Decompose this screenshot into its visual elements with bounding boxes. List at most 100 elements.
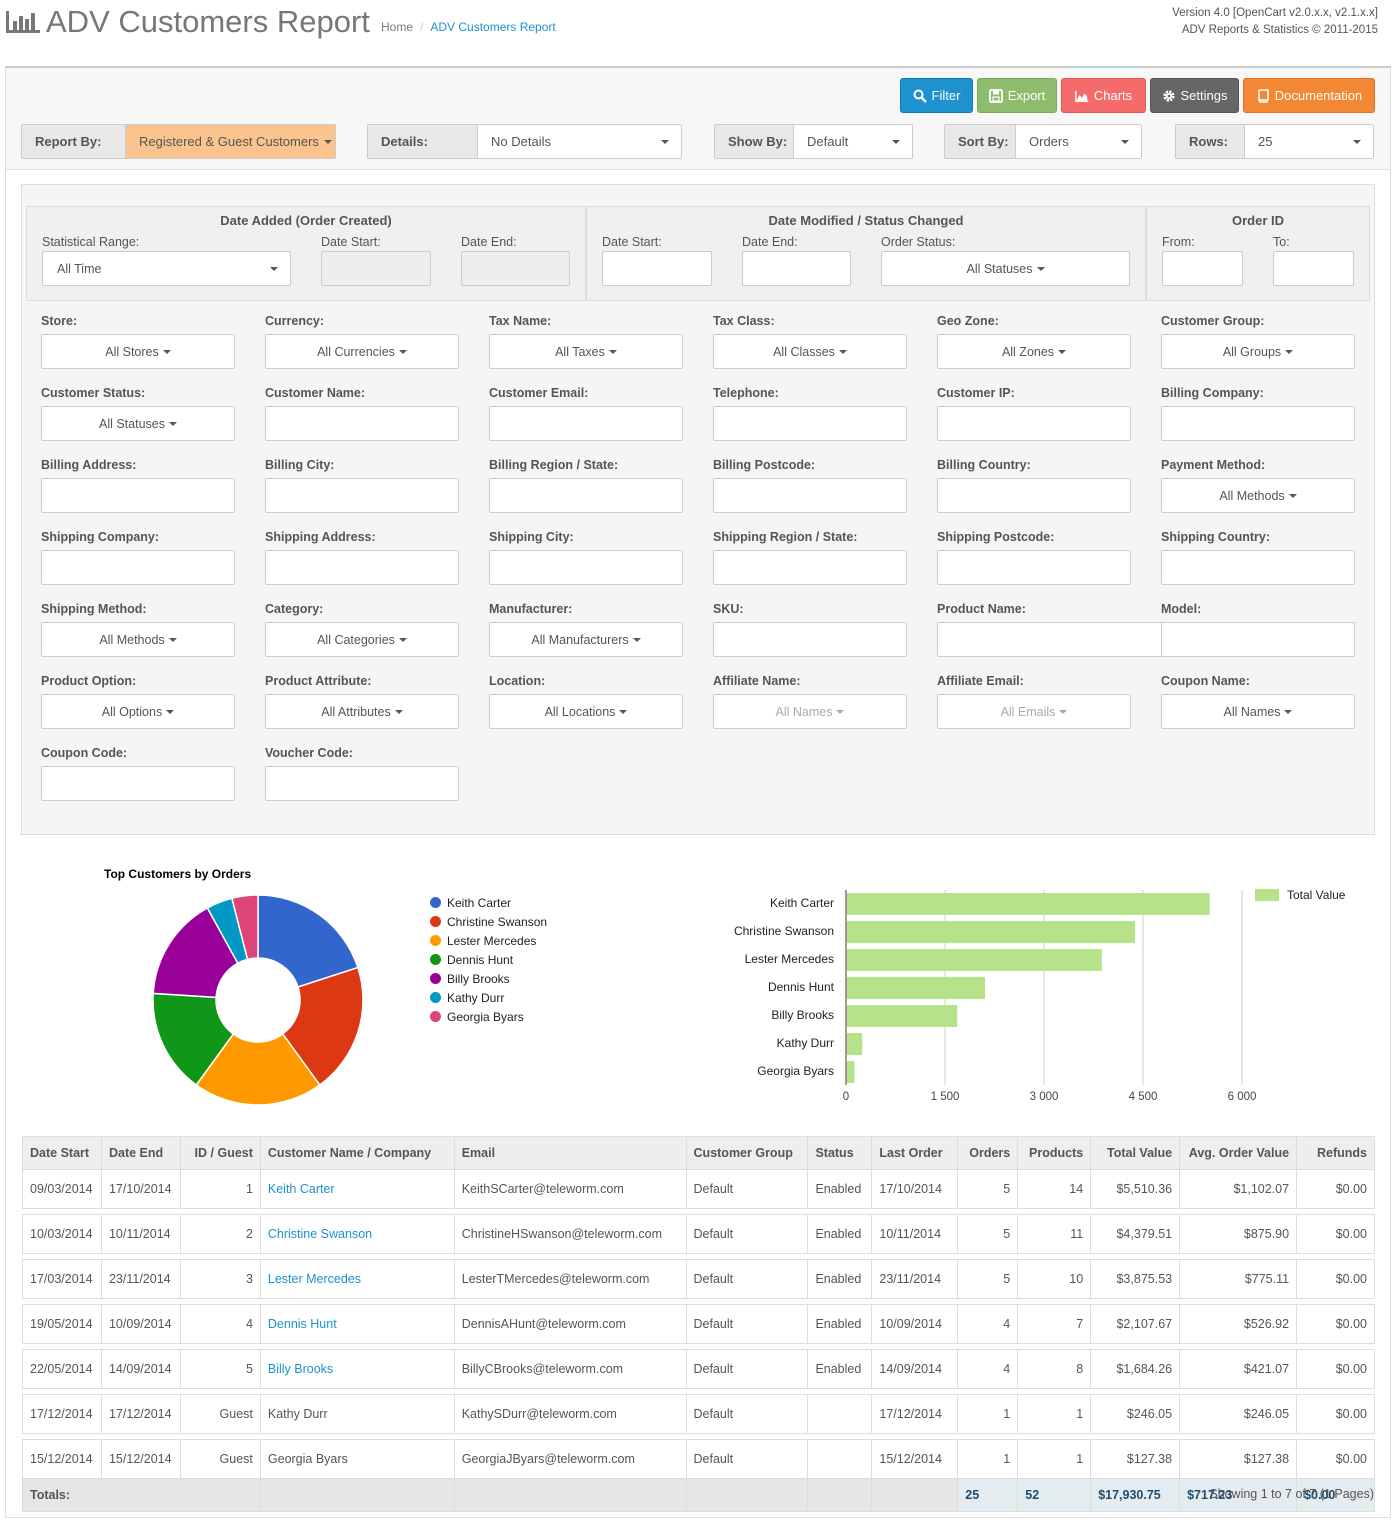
pie-slice[interactable]	[152, 906, 239, 999]
pie-slice[interactable]	[257, 894, 359, 988]
bar[interactable]	[847, 921, 1136, 943]
shipping-address-input[interactable]	[265, 550, 459, 585]
column-header[interactable]: ID / Guest	[179, 1136, 261, 1170]
billing-region-state-input[interactable]	[489, 478, 683, 513]
geo-zone-select[interactable]: All Zones	[937, 334, 1131, 369]
customer-group-select[interactable]: All Groups	[1161, 334, 1355, 369]
pie-slice[interactable]	[195, 1032, 321, 1106]
customer-name-link[interactable]: Keith Carter	[267, 1182, 335, 1196]
shipping-company-input[interactable]	[41, 550, 235, 585]
column-header[interactable]: Avg. Order Value	[1179, 1136, 1298, 1170]
billing-postcode-input[interactable]	[713, 478, 907, 513]
coupon-name-select[interactable]: All Names	[1161, 694, 1355, 729]
sku-input[interactable]	[713, 622, 907, 657]
shipping-region-state-input[interactable]	[713, 550, 907, 585]
order-id-from-input[interactable]	[1162, 251, 1243, 286]
column-header[interactable]: Orders	[957, 1136, 1019, 1170]
payment-method-select[interactable]: All Methods	[1161, 478, 1355, 513]
statistical-range-select[interactable]: All Time	[42, 251, 291, 286]
caret-down-icon	[270, 267, 278, 271]
billing-city-input[interactable]	[265, 478, 459, 513]
bar[interactable]	[847, 977, 986, 999]
customer-name-link[interactable]: Christine Swanson	[267, 1227, 373, 1241]
filter-button[interactable]: Filter	[900, 78, 973, 113]
modified-date-end-input[interactable]	[742, 251, 851, 286]
bar[interactable]	[847, 893, 1210, 915]
order-id-to-input[interactable]	[1273, 251, 1354, 286]
documentation-button[interactable]: Documentation	[1243, 78, 1375, 113]
tax-name-select[interactable]: All Taxes	[489, 334, 683, 369]
customer-status-select[interactable]: All Statuses	[41, 406, 235, 441]
customer-email-input[interactable]	[489, 406, 683, 441]
shipping-postcode-input[interactable]	[937, 550, 1131, 585]
shipping-method-select[interactable]: All Methods	[41, 622, 235, 657]
affiliate-email-select[interactable]: All Emails	[937, 694, 1131, 729]
column-header[interactable]: Last Order	[871, 1136, 959, 1170]
manufacturer-select[interactable]: All Manufacturers	[489, 622, 683, 657]
shipping-country-input[interactable]	[1161, 550, 1355, 585]
store-select[interactable]: All Stores	[41, 334, 235, 369]
settings-button[interactable]: Settings	[1150, 78, 1239, 113]
voucher-code-input[interactable]	[265, 766, 459, 801]
billing-company-input[interactable]	[1161, 406, 1355, 441]
coupon-name-label: Coupon Name:	[1161, 674, 1250, 688]
sort-by-select[interactable]: Sort By: Orders	[944, 124, 1142, 159]
model-input[interactable]	[1161, 622, 1355, 657]
affiliate-name-select[interactable]: All Names	[713, 694, 907, 729]
modified-date-start-input[interactable]	[602, 251, 712, 286]
column-header[interactable]: Products	[1017, 1136, 1092, 1170]
telephone-input[interactable]	[713, 406, 907, 441]
bar[interactable]	[847, 1033, 863, 1055]
pie-slice[interactable]	[230, 894, 259, 961]
customer-ip-input[interactable]	[937, 406, 1131, 441]
table-cell: 17/03/2014	[22, 1259, 102, 1299]
export-button[interactable]: Export	[977, 78, 1057, 113]
location-select[interactable]: All Locations	[489, 694, 683, 729]
column-header[interactable]: Date End	[100, 1136, 181, 1170]
column-header[interactable]: Refunds	[1296, 1136, 1375, 1170]
breadcrumb-current-link[interactable]: ADV Customers Report	[430, 20, 556, 34]
customer-name-input[interactable]	[265, 406, 459, 441]
details-select[interactable]: Details: No Details	[367, 124, 682, 159]
bar[interactable]	[847, 949, 1102, 971]
bar[interactable]	[847, 1061, 855, 1083]
customer-name-link[interactable]: Billy Brooks	[267, 1362, 334, 1376]
customer-name-link[interactable]: Lester Mercedes	[267, 1272, 361, 1286]
totals-total-value: $17,930.75	[1090, 1478, 1181, 1512]
date-end-input[interactable]	[461, 251, 570, 286]
coupon-code-input[interactable]	[41, 766, 235, 801]
tax-class-select[interactable]: All Classes	[713, 334, 907, 369]
customer-name-link[interactable]: Dennis Hunt	[267, 1317, 337, 1331]
charts-button[interactable]: Charts	[1061, 78, 1146, 113]
table-cell: 1	[1017, 1394, 1092, 1434]
legend-dot	[430, 916, 441, 927]
category-select[interactable]: All Categories	[265, 622, 459, 657]
column-header[interactable]: Customer Group	[685, 1136, 809, 1170]
report-by-select[interactable]: Report By: Registered & Guest Customers	[21, 124, 336, 159]
billing-country-input[interactable]	[937, 478, 1131, 513]
show-by-select[interactable]: Show By: Default	[714, 124, 913, 159]
billing-address-input[interactable]	[41, 478, 235, 513]
column-header[interactable]: Status	[807, 1136, 873, 1170]
bar[interactable]	[847, 1005, 958, 1027]
order-status-select[interactable]: All Statuses	[881, 251, 1130, 286]
column-header[interactable]: Date Start	[22, 1136, 102, 1170]
pie-slice[interactable]	[281, 966, 364, 1086]
product-attribute-select[interactable]: All Attributes	[265, 694, 459, 729]
currency-select[interactable]: All Currencies	[265, 334, 459, 369]
rows-select[interactable]: Rows: 25	[1175, 124, 1374, 159]
product-option-select[interactable]: All Options	[41, 694, 235, 729]
date-start-input[interactable]	[321, 251, 431, 286]
table-row: 09/03/2014 17/10/2014 1 Keith Carter KeithSC…	[22, 1169, 1375, 1209]
table-cell: $0.00	[1296, 1304, 1375, 1344]
column-header[interactable]: Email	[453, 1136, 687, 1170]
table-cell: $0.00	[1296, 1169, 1375, 1209]
pie-slice[interactable]	[152, 992, 235, 1086]
order-status-value: All Statuses	[966, 261, 1033, 276]
breadcrumb-home-link[interactable]: Home	[381, 20, 414, 34]
column-header[interactable]: Total Value	[1090, 1136, 1181, 1170]
report-by-value-wrap[interactable]: Registered & Guest Customers	[126, 125, 335, 158]
shipping-city-input[interactable]	[489, 550, 683, 585]
table-cell: 1	[957, 1394, 1019, 1434]
column-header[interactable]: Customer Name / Company	[259, 1136, 455, 1170]
